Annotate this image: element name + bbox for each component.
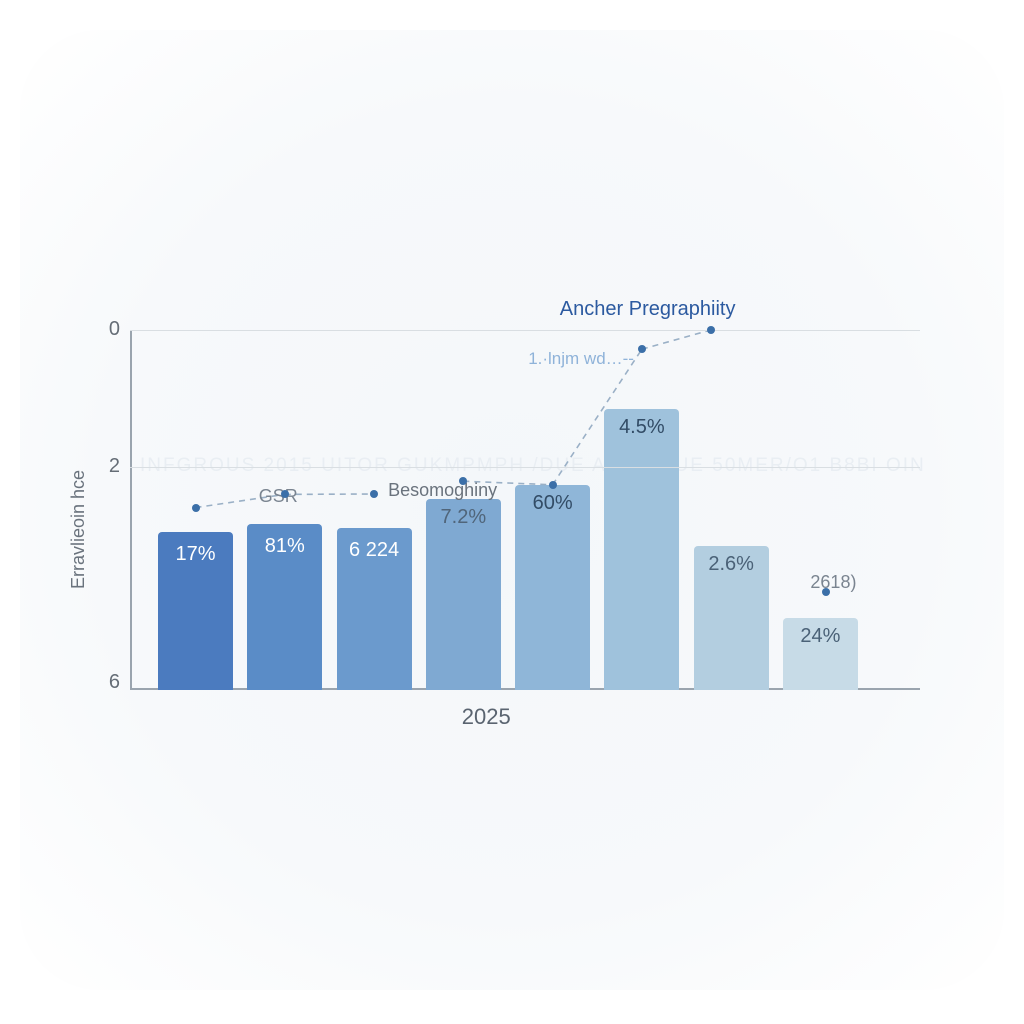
chart-callout: 1.·lnjm wd…-- bbox=[528, 349, 634, 369]
trend-dot bbox=[822, 588, 830, 596]
trend-dot bbox=[549, 481, 557, 489]
bar-value-label: 7.2% bbox=[426, 506, 501, 529]
bar-annotation: GSR bbox=[259, 486, 298, 507]
bar-value-label: 24% bbox=[783, 625, 858, 648]
x-axis-label: 2025 bbox=[462, 704, 511, 730]
y-tick-label: 2 bbox=[90, 455, 120, 478]
trend-dot bbox=[459, 477, 467, 485]
y-tick-label: 0 bbox=[90, 318, 120, 341]
watermark-text: INFGROUS 2015 UITOR GUKMPMPH /DUE AIPG I… bbox=[140, 455, 926, 477]
bar-value-label: 4.5% bbox=[604, 416, 679, 439]
bar bbox=[604, 409, 679, 690]
gridline bbox=[130, 330, 920, 331]
chart-callout: Ancher Pregraphiity bbox=[560, 298, 736, 321]
trend-dot bbox=[192, 504, 200, 512]
chart-plot-area: INFGROUS 2015 UITOR GUKMPMPH /DUE AIPG I… bbox=[130, 330, 920, 690]
bar-value-label: 2.6% bbox=[694, 553, 769, 576]
gridline bbox=[130, 467, 920, 468]
y-tick-label: 6 bbox=[90, 671, 120, 694]
bar-annotation: Besomoghiny bbox=[388, 480, 497, 501]
trend-dot bbox=[281, 490, 289, 498]
bar-value-label: 6 224 bbox=[337, 539, 412, 562]
y-axis-line bbox=[130, 330, 132, 690]
bar-annotation: 2618) bbox=[810, 572, 856, 593]
trend-dot bbox=[638, 345, 646, 353]
trend-dot bbox=[370, 490, 378, 498]
y-axis-label: Erravlieoin hce bbox=[68, 470, 89, 589]
bar-value-label: 81% bbox=[247, 535, 322, 558]
bar-value-label: 60% bbox=[515, 492, 590, 515]
bar bbox=[515, 485, 590, 690]
trend-dot bbox=[707, 326, 715, 334]
bar-value-label: 17% bbox=[158, 543, 233, 566]
chart-canvas: INFGROUS 2015 UITOR GUKMPMPH /DUE AIPG I… bbox=[0, 0, 1024, 1024]
